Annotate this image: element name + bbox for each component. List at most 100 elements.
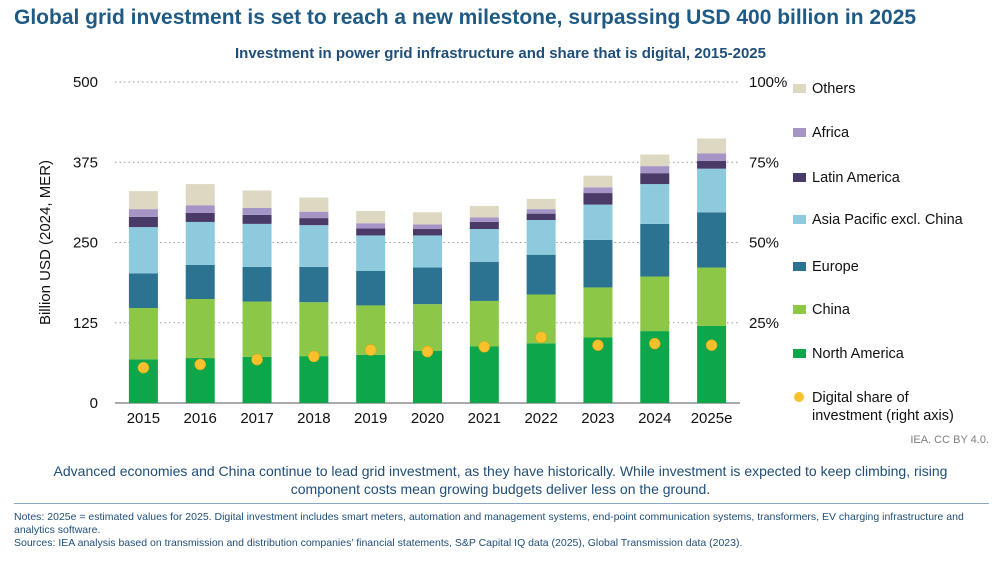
- bar-segment-china: [299, 302, 329, 357]
- legend-item: Asia Pacific excl. China: [793, 211, 982, 229]
- bar-segment-europe: [299, 266, 329, 303]
- bar-segment-others: [356, 211, 386, 224]
- digital-share-point: [478, 341, 491, 353]
- bar-segment-latin-america: [640, 173, 670, 185]
- y-tick-label: 375: [73, 154, 98, 171]
- bar-segment-africa: [356, 223, 386, 229]
- bar-segment-asia-pacific-excl-china: [583, 204, 613, 240]
- digital-share-point: [251, 353, 263, 366]
- digital-share-point: [649, 337, 661, 350]
- x-tick-label: 2017: [240, 410, 273, 427]
- digital-share-point: [592, 339, 604, 351]
- legend-item: Others: [793, 80, 982, 98]
- legend-label: Africa: [812, 125, 850, 141]
- legend-item: Digital share of investment (right axis): [793, 389, 982, 425]
- bar-segment-africa: [697, 153, 727, 161]
- bar-segment-africa: [526, 209, 556, 214]
- bar-segment-europe: [128, 273, 158, 308]
- notes-block: Notes: 2025e = estimated values for 2025…: [14, 511, 989, 550]
- bar-segment-latin-america: [583, 193, 613, 205]
- legend-item: Africa: [793, 124, 982, 142]
- bar-segment-others: [697, 138, 727, 154]
- bar-segment-europe: [526, 254, 556, 295]
- legend-item: Europe: [793, 258, 982, 276]
- bar-segment-north-america: [413, 350, 442, 403]
- x-tick-label: 2022: [524, 410, 557, 427]
- bar-segment-asia-pacific-excl-china: [242, 223, 272, 267]
- digital-share-point: [421, 345, 434, 358]
- bar-segment-china: [583, 287, 613, 338]
- bar-segment-latin-america: [299, 218, 329, 226]
- bar-segment-latin-america: [242, 214, 272, 224]
- bar-segment-others: [299, 197, 329, 212]
- legend-item: North America: [793, 345, 982, 363]
- legend-swatch: [793, 262, 806, 271]
- bar-segment-north-america: [469, 346, 499, 403]
- bar-segment-latin-america: [185, 212, 215, 222]
- y2-tick-label: 100%: [749, 74, 787, 91]
- digital-share-point: [194, 358, 206, 371]
- bar-segment-others: [128, 191, 158, 210]
- legend-item: China: [793, 301, 982, 319]
- legend-label: Europe: [812, 259, 859, 275]
- y-axis-label: Billion USD (2024, MER): [37, 160, 54, 325]
- bar-segment-others: [469, 205, 499, 218]
- legend-label: China: [812, 302, 850, 318]
- bar-segment-asia-pacific-excl-china: [640, 184, 670, 224]
- legend-label: Others: [812, 81, 856, 97]
- y2-tick-label: 25%: [749, 315, 779, 332]
- notes-text: Notes: 2025e = estimated values for 2025…: [14, 511, 964, 536]
- bar-segment-asia-pacific-excl-china: [128, 227, 158, 274]
- legend-label: Latin America: [812, 170, 900, 186]
- bar-segment-asia-pacific-excl-china: [697, 168, 727, 213]
- x-tick-label: 2015: [127, 410, 160, 427]
- bar-segment-europe: [697, 212, 727, 268]
- y-tick-label: 0: [90, 395, 98, 412]
- bar-segment-latin-america: [413, 229, 442, 236]
- legend-label: Asia Pacific excl. China: [812, 212, 963, 228]
- bar-segment-others: [242, 190, 272, 208]
- bar-segment-latin-america: [128, 216, 158, 228]
- digital-share-point: [364, 344, 377, 356]
- legend-swatch: [793, 84, 806, 93]
- chart-title: Investment in power grid infrastructure …: [235, 45, 766, 62]
- bar-segment-africa: [583, 187, 613, 194]
- bar-segment-asia-pacific-excl-china: [526, 220, 556, 255]
- bar-segment-china: [242, 301, 272, 357]
- bar-segment-europe: [242, 266, 272, 302]
- bar-segment-europe: [640, 223, 670, 277]
- x-tick-label: 2016: [184, 410, 217, 427]
- bar-segment-north-america: [697, 325, 727, 403]
- legend-item: Latin America: [793, 169, 982, 187]
- divider: [14, 503, 989, 504]
- bar-segment-china: [413, 304, 442, 351]
- legend-label: Digital share of investment (right axis): [812, 390, 954, 424]
- headline: Global grid investment is set to reach a…: [14, 6, 917, 29]
- bar-segment-others: [640, 154, 670, 167]
- digital-share-point: [308, 350, 320, 363]
- x-tick-label: 2021: [468, 410, 501, 427]
- legend-swatch: [793, 305, 806, 314]
- legend-label: North America: [812, 346, 904, 362]
- bar-segment-asia-pacific-excl-china: [185, 221, 215, 265]
- bar-segment-africa: [299, 211, 329, 219]
- bar-segment-europe: [185, 264, 215, 299]
- bar-segment-north-america: [356, 354, 386, 403]
- caption-text: Advanced economies and China continue to…: [53, 463, 948, 497]
- bar-segment-china: [697, 267, 727, 326]
- digital-share-point: [705, 339, 718, 351]
- bar-segment-china: [640, 276, 670, 332]
- legend-swatch: [793, 173, 806, 182]
- x-tick-label: 2020: [411, 410, 444, 427]
- y-tick-label: 125: [73, 315, 98, 332]
- credit-text: IEA. CC BY 4.0.: [910, 434, 989, 446]
- bar-segment-asia-pacific-excl-china: [413, 235, 442, 268]
- bar-segment-others: [185, 184, 215, 206]
- stacked-bar-chart: 0 125 25% 250 50% 375 75% 500 100% Billion USD (2…: [37, 74, 787, 427]
- bar-segment-asia-pacific-excl-china: [356, 235, 386, 271]
- bar-segment-europe: [469, 261, 499, 301]
- legend-dot-icon: [794, 392, 804, 402]
- bar-segment-north-america: [299, 356, 329, 403]
- x-tick-label: 2019: [354, 410, 387, 427]
- digital-share-point: [535, 331, 547, 343]
